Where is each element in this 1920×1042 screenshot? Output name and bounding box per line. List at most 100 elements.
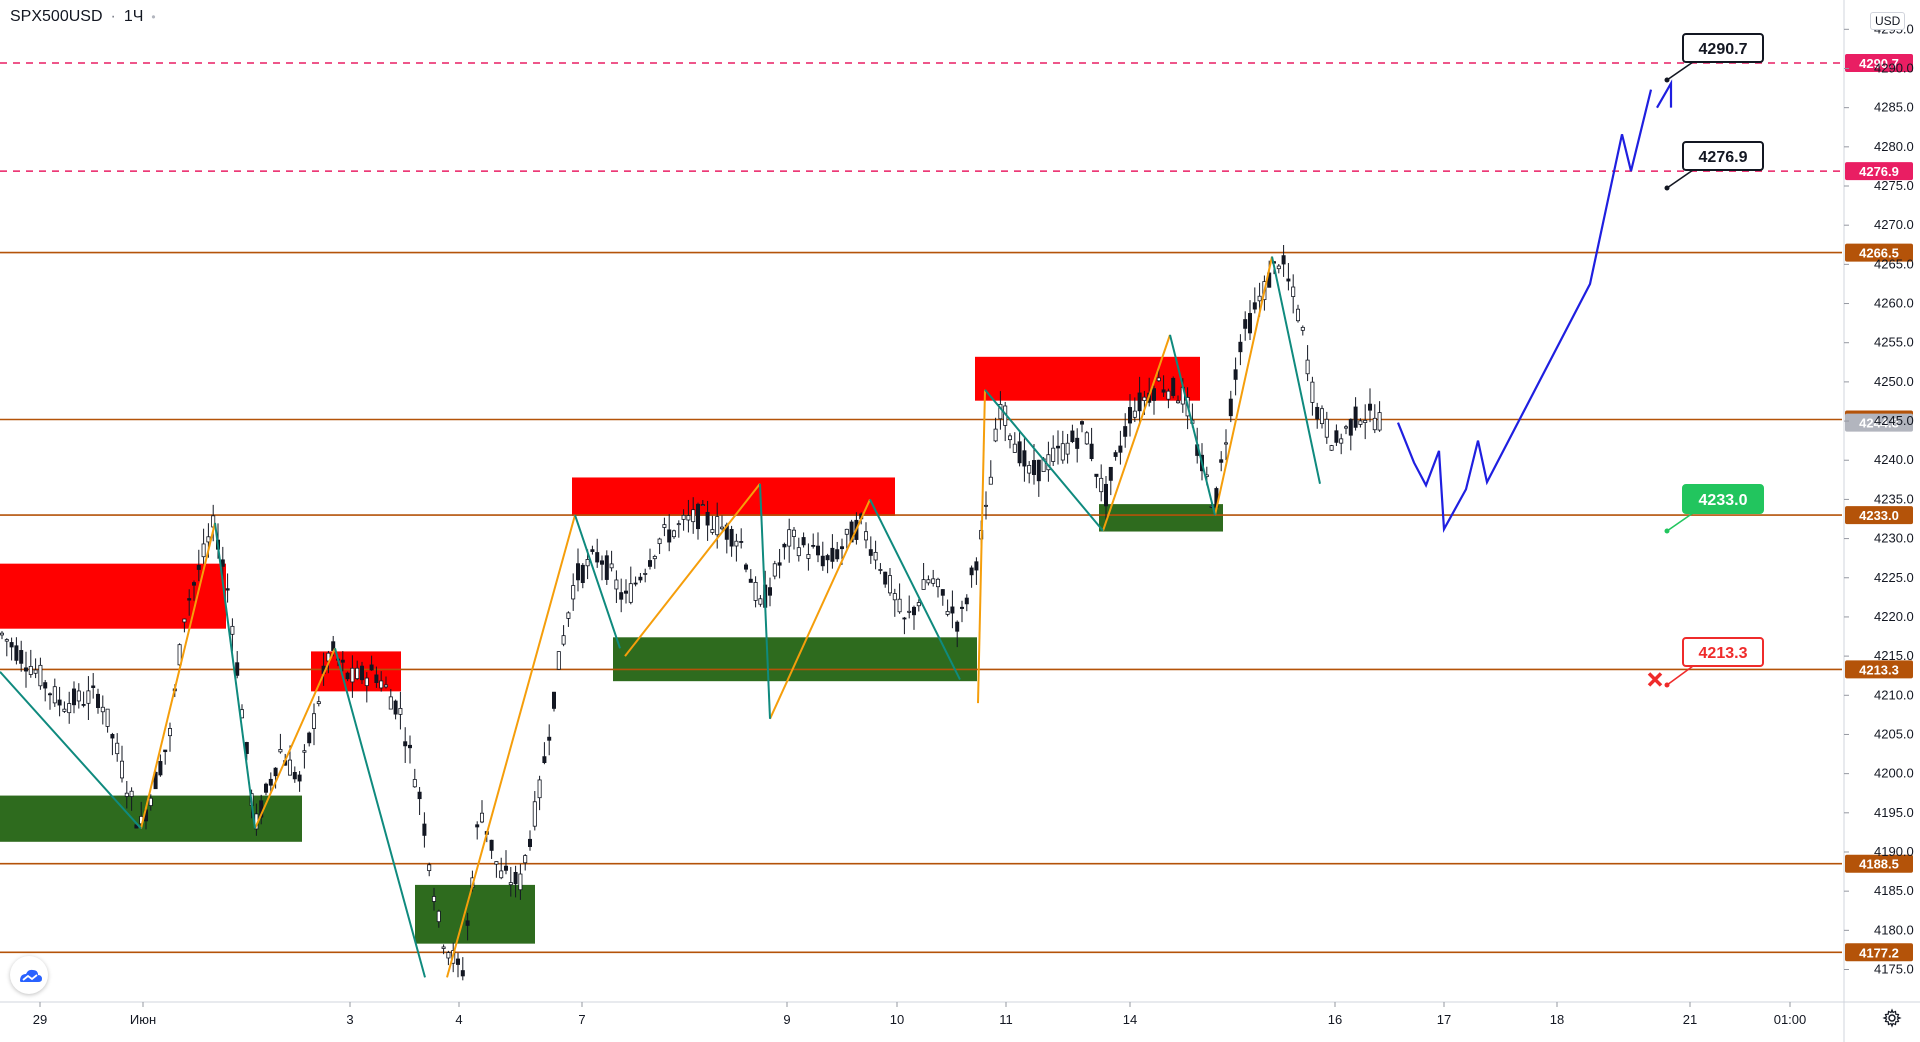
candle-body xyxy=(1166,390,1171,400)
candle-body xyxy=(1238,341,1243,353)
price-tag xyxy=(1845,506,1913,525)
y-tick-label: 4220.0 xyxy=(1874,609,1914,624)
candle-body xyxy=(604,555,609,580)
candle-body xyxy=(446,952,451,959)
candle-body xyxy=(960,606,965,609)
candle-body xyxy=(129,790,134,797)
price-tag-label: 4233.0 xyxy=(1859,508,1899,523)
candle-body xyxy=(1310,381,1315,403)
y-tick-label: 4240.0 xyxy=(1874,452,1914,467)
y-tick-label: 4190.0 xyxy=(1874,844,1914,859)
x-tick-label: 11 xyxy=(999,1012,1013,1027)
callout-anchor-dot xyxy=(1664,185,1670,191)
callout-box xyxy=(1682,33,1764,63)
time-axis[interactable]: 29 Июн 3 4 7 9 10 11 14 16 17 18 21 01:00 xyxy=(0,1001,1920,1027)
price-tag-label: 4177.2 xyxy=(1859,945,1899,960)
candle-body xyxy=(14,645,19,661)
symbol-header[interactable]: SPX500USD · 1Ч • xyxy=(10,8,156,26)
candle-body xyxy=(628,583,633,603)
candle-body xyxy=(1123,426,1128,437)
y-tick-label: 4205.0 xyxy=(1874,726,1914,741)
candle-body xyxy=(177,644,182,666)
candle-body xyxy=(4,639,9,642)
projection-arrowhead xyxy=(1656,79,1673,109)
candle-body xyxy=(532,801,537,827)
candle-body xyxy=(1377,412,1382,431)
candle-body xyxy=(1281,255,1286,265)
zigzag-up-leg xyxy=(769,498,871,720)
gear-icon[interactable] xyxy=(1882,1008,1902,1028)
candle-body xyxy=(1296,308,1301,322)
callout-anchor-dot xyxy=(1664,528,1670,534)
y-tick-label: 4255.0 xyxy=(1874,335,1914,350)
y-tick-label: 4285.0 xyxy=(1874,100,1914,115)
y-tick-label: 4180.0 xyxy=(1874,922,1914,937)
candle-body xyxy=(820,555,825,567)
candle-body xyxy=(1300,326,1305,331)
x-tick-label: 29 xyxy=(33,1012,47,1027)
candle-body xyxy=(1152,388,1157,401)
candle-body xyxy=(964,597,969,605)
x-tick-label: 14 xyxy=(1123,1012,1137,1027)
current-price-label: 4244.8 xyxy=(1859,416,1899,431)
candle-body xyxy=(287,759,292,776)
candle-body xyxy=(552,691,557,709)
candle-body xyxy=(585,559,590,567)
candle-body xyxy=(1368,403,1373,411)
candle-body xyxy=(609,563,614,569)
candle-body xyxy=(1065,442,1070,455)
price-tag-label: 4188.5 xyxy=(1859,857,1899,872)
candle-body xyxy=(364,677,369,687)
candle-body xyxy=(796,547,801,557)
candle-body xyxy=(1032,460,1037,475)
candle-body xyxy=(811,544,816,547)
callout-label: 4290.7 xyxy=(1699,41,1748,58)
price-axis[interactable]: 4175.0 4180.0 4185.0 4190.0 4195.0 4200.0 4205… xyxy=(1843,0,1914,1042)
candle-body xyxy=(311,713,316,729)
x-tick-label: 21 xyxy=(1683,1012,1697,1027)
candle-body xyxy=(388,696,393,710)
demand-zone xyxy=(1099,504,1223,532)
candle-body xyxy=(81,704,86,706)
candle-body xyxy=(648,560,653,567)
candle-body xyxy=(1080,421,1085,425)
candle-body xyxy=(993,428,998,442)
candle-body xyxy=(600,560,605,565)
candle-body xyxy=(878,569,883,571)
zigzag-up-leg xyxy=(140,522,216,829)
candle-body xyxy=(513,871,518,885)
candle-body xyxy=(0,632,4,636)
candle-body xyxy=(921,579,926,590)
candle-body xyxy=(455,958,460,965)
currency-badge[interactable]: USD xyxy=(1870,12,1906,30)
callout-pointer xyxy=(1666,512,1694,532)
candle-body xyxy=(100,706,105,713)
candle-body xyxy=(201,543,206,558)
candle-body xyxy=(1224,442,1229,445)
candle-body xyxy=(196,564,201,570)
price-tag xyxy=(1845,54,1913,72)
levels: 4266.54245.24233.04213.34188.54177.24290… xyxy=(0,54,1913,962)
candle-body xyxy=(23,667,28,672)
candle-body xyxy=(710,529,715,533)
candle-body xyxy=(657,538,662,545)
callout-anchor-dot xyxy=(1664,682,1670,688)
tradingview-logo[interactable] xyxy=(10,956,48,994)
candle-body xyxy=(844,528,849,535)
interval-label: 1Ч xyxy=(123,8,144,25)
candle-body xyxy=(19,650,24,664)
candle-body xyxy=(1305,359,1310,375)
y-tick-label: 4245.0 xyxy=(1874,413,1914,428)
candle-body xyxy=(1324,418,1329,438)
candle-body xyxy=(816,545,821,556)
candle-body xyxy=(465,920,470,926)
x-tick-label: 7 xyxy=(578,1012,585,1027)
candle-body xyxy=(715,516,720,536)
candle-body xyxy=(768,587,773,596)
supply-zone xyxy=(0,563,226,629)
candle-body xyxy=(206,536,211,543)
x-tick-label: 9 xyxy=(783,1012,790,1027)
candle-body xyxy=(734,540,739,547)
candle-body xyxy=(912,606,917,616)
